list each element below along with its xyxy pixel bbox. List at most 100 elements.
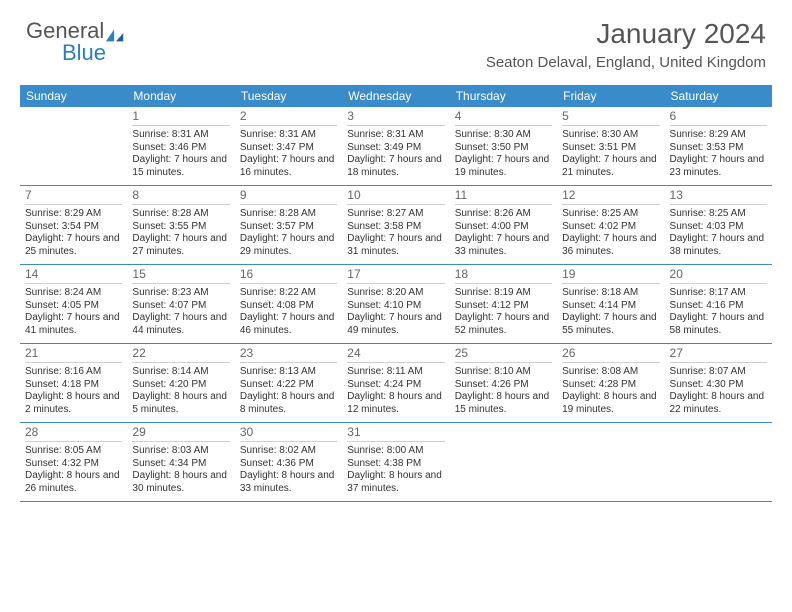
day-cell: 16Sunrise: 8:22 AMSunset: 4:08 PMDayligh… xyxy=(235,265,342,343)
sunrise-text: Sunrise: 8:02 AM xyxy=(240,445,337,458)
daylight-text: Daylight: 8 hours and 12 minutes. xyxy=(347,391,444,416)
title-block: January 2024 Seaton Delaval, England, Un… xyxy=(486,18,766,71)
day-cell: 17Sunrise: 8:20 AMSunset: 4:10 PMDayligh… xyxy=(342,265,449,343)
day-cell: 10Sunrise: 8:27 AMSunset: 3:58 PMDayligh… xyxy=(342,186,449,264)
sunrise-text: Sunrise: 8:27 AM xyxy=(347,208,444,221)
day-number: 8 xyxy=(132,188,229,205)
day-cell: 12Sunrise: 8:25 AMSunset: 4:02 PMDayligh… xyxy=(557,186,664,264)
sunset-text: Sunset: 3:58 PM xyxy=(347,221,444,234)
day-number: 7 xyxy=(25,188,122,205)
sunrise-text: Sunrise: 8:11 AM xyxy=(347,366,444,379)
day-header: Friday xyxy=(557,85,664,107)
day-number: 15 xyxy=(132,267,229,284)
sunset-text: Sunset: 4:22 PM xyxy=(240,379,337,392)
sunrise-text: Sunrise: 8:29 AM xyxy=(25,208,122,221)
day-number: 4 xyxy=(455,109,552,126)
day-cell: 25Sunrise: 8:10 AMSunset: 4:26 PMDayligh… xyxy=(450,344,557,422)
daylight-text: Daylight: 7 hours and 46 minutes. xyxy=(240,312,337,337)
sunrise-text: Sunrise: 8:14 AM xyxy=(132,366,229,379)
daylight-text: Daylight: 7 hours and 18 minutes. xyxy=(347,154,444,179)
day-cell: 27Sunrise: 8:07 AMSunset: 4:30 PMDayligh… xyxy=(665,344,772,422)
daylight-text: Daylight: 7 hours and 49 minutes. xyxy=(347,312,444,337)
day-cell: 14Sunrise: 8:24 AMSunset: 4:05 PMDayligh… xyxy=(20,265,127,343)
week-row: 14Sunrise: 8:24 AMSunset: 4:05 PMDayligh… xyxy=(20,265,772,344)
sunset-text: Sunset: 4:05 PM xyxy=(25,300,122,313)
sunrise-text: Sunrise: 8:05 AM xyxy=(25,445,122,458)
daylight-text: Daylight: 7 hours and 21 minutes. xyxy=(562,154,659,179)
month-title: January 2024 xyxy=(486,18,766,50)
sunrise-text: Sunrise: 8:13 AM xyxy=(240,366,337,379)
day-number: 31 xyxy=(347,425,444,442)
sunrise-text: Sunrise: 8:08 AM xyxy=(562,366,659,379)
day-header: Wednesday xyxy=(342,85,449,107)
day-number: 30 xyxy=(240,425,337,442)
sunrise-text: Sunrise: 8:30 AM xyxy=(562,129,659,142)
day-number: 17 xyxy=(347,267,444,284)
day-cell: 11Sunrise: 8:26 AMSunset: 4:00 PMDayligh… xyxy=(450,186,557,264)
day-cell: 8Sunrise: 8:28 AMSunset: 3:55 PMDaylight… xyxy=(127,186,234,264)
day-header: Thursday xyxy=(450,85,557,107)
sunset-text: Sunset: 4:02 PM xyxy=(562,221,659,234)
daylight-text: Daylight: 8 hours and 2 minutes. xyxy=(25,391,122,416)
sunset-text: Sunset: 4:07 PM xyxy=(132,300,229,313)
day-cell: 18Sunrise: 8:19 AMSunset: 4:12 PMDayligh… xyxy=(450,265,557,343)
sunrise-text: Sunrise: 8:30 AM xyxy=(455,129,552,142)
sunrise-text: Sunrise: 8:29 AM xyxy=(670,129,767,142)
sunrise-text: Sunrise: 8:18 AM xyxy=(562,287,659,300)
sunrise-text: Sunrise: 8:25 AM xyxy=(562,208,659,221)
sunrise-text: Sunrise: 8:20 AM xyxy=(347,287,444,300)
sunrise-text: Sunrise: 8:23 AM xyxy=(132,287,229,300)
day-cell: 31Sunrise: 8:00 AMSunset: 4:38 PMDayligh… xyxy=(342,423,449,501)
daylight-text: Daylight: 8 hours and 19 minutes. xyxy=(562,391,659,416)
day-number: 26 xyxy=(562,346,659,363)
sunset-text: Sunset: 3:47 PM xyxy=(240,142,337,155)
day-cell: 29Sunrise: 8:03 AMSunset: 4:34 PMDayligh… xyxy=(127,423,234,501)
day-number: 28 xyxy=(25,425,122,442)
day-cell: 23 Sunrise: 8:13 AMSunset: 4:22 PMDayligh… xyxy=(235,344,342,422)
day-cell: 9Sunrise: 8:28 AMSunset: 3:57 PMDaylight… xyxy=(235,186,342,264)
sunset-text: Sunset: 4:38 PM xyxy=(347,458,444,471)
day-cell: 1Sunrise: 8:31 AMSunset: 3:46 PMDaylight… xyxy=(127,107,234,185)
day-cell: 0 xyxy=(665,423,772,501)
sunrise-text: Sunrise: 8:26 AM xyxy=(455,208,552,221)
day-number: 29 xyxy=(132,425,229,442)
day-cell: 19Sunrise: 8:18 AMSunset: 4:14 PMDayligh… xyxy=(557,265,664,343)
daylight-text: Daylight: 7 hours and 19 minutes. xyxy=(455,154,552,179)
day-cell: 20Sunrise: 8:17 AMSunset: 4:16 PMDayligh… xyxy=(665,265,772,343)
sunset-text: Sunset: 4:30 PM xyxy=(670,379,767,392)
day-cell: 26Sunrise: 8:08 AMSunset: 4:28 PMDayligh… xyxy=(557,344,664,422)
week-row: 7Sunrise: 8:29 AMSunset: 3:54 PMDaylight… xyxy=(20,186,772,265)
daylight-text: Daylight: 7 hours and 55 minutes. xyxy=(562,312,659,337)
sunset-text: Sunset: 4:03 PM xyxy=(670,221,767,234)
day-cell: 15 Sunrise: 8:23 AMSunset: 4:07 PMDayligh… xyxy=(127,265,234,343)
day-cell: 28Sunrise: 8:05 AMSunset: 4:32 PMDayligh… xyxy=(20,423,127,501)
daylight-text: Daylight: 7 hours and 15 minutes. xyxy=(132,154,229,179)
day-cell: 0 xyxy=(450,423,557,501)
brand-text-blue: Blue xyxy=(62,40,106,65)
sunset-text: Sunset: 3:46 PM xyxy=(132,142,229,155)
day-cell: 21Sunrise: 8:16 AMSunset: 4:18 PMDayligh… xyxy=(20,344,127,422)
daylight-text: Daylight: 7 hours and 33 minutes. xyxy=(455,233,552,258)
daylight-text: Daylight: 8 hours and 33 minutes. xyxy=(240,470,337,495)
daylight-text: Daylight: 7 hours and 29 minutes. xyxy=(240,233,337,258)
daylight-text: Daylight: 7 hours and 52 minutes. xyxy=(455,312,552,337)
day-number: 11 xyxy=(455,188,552,205)
daylight-text: Daylight: 7 hours and 44 minutes. xyxy=(132,312,229,337)
sunrise-text: Sunrise: 8:19 AM xyxy=(455,287,552,300)
sunrise-text: Sunrise: 8:03 AM xyxy=(132,445,229,458)
sunset-text: Sunset: 4:18 PM xyxy=(25,379,122,392)
day-cell: 4Sunrise: 8:30 AMSunset: 3:50 PMDaylight… xyxy=(450,107,557,185)
daylight-text: Daylight: 8 hours and 5 minutes. xyxy=(132,391,229,416)
day-number: 14 xyxy=(25,267,122,284)
day-number: 23 xyxy=(240,346,337,363)
daylight-text: Daylight: 8 hours and 8 minutes. xyxy=(240,391,337,416)
daylight-text: Daylight: 8 hours and 22 minutes. xyxy=(670,391,767,416)
sunrise-text: Sunrise: 8:25 AM xyxy=(670,208,767,221)
sunrise-text: Sunrise: 8:17 AM xyxy=(670,287,767,300)
day-number: 18 xyxy=(455,267,552,284)
day-cell: 0 xyxy=(20,107,127,185)
weeks-container: 01Sunrise: 8:31 AMSunset: 3:46 PMDayligh… xyxy=(20,107,772,502)
sunset-text: Sunset: 4:32 PM xyxy=(25,458,122,471)
sunrise-text: Sunrise: 8:00 AM xyxy=(347,445,444,458)
sunset-text: Sunset: 3:57 PM xyxy=(240,221,337,234)
